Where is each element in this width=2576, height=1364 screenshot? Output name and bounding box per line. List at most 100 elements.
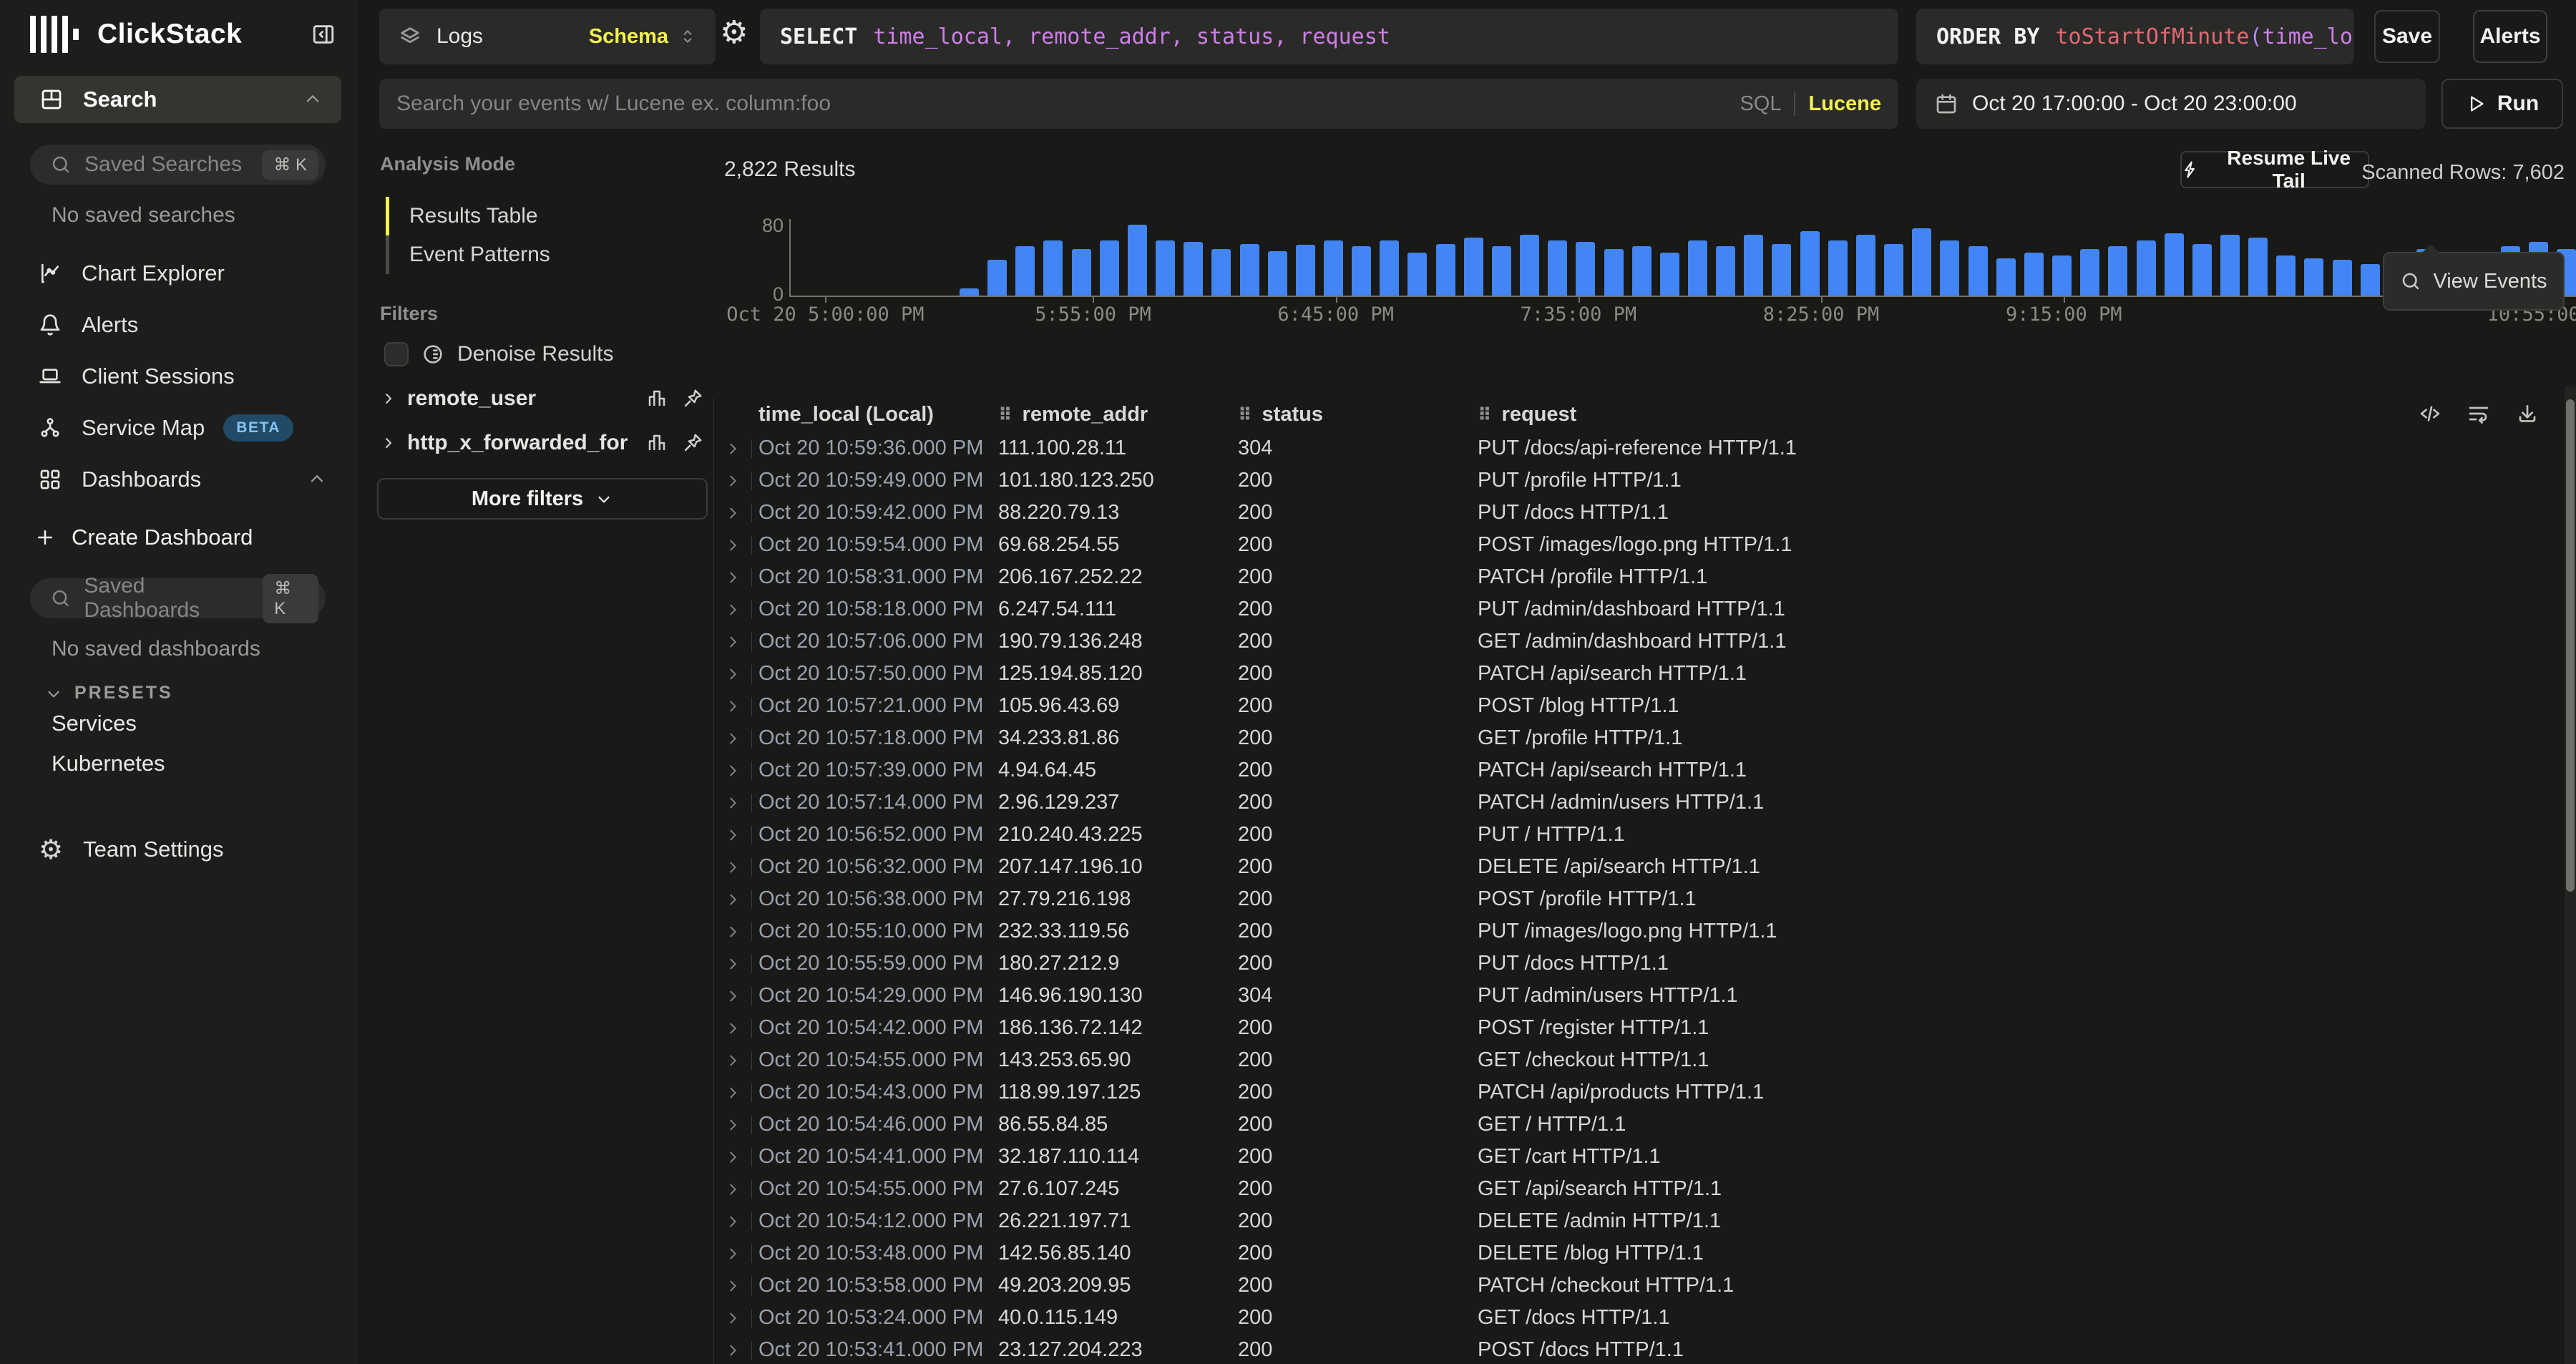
- filter-field-http-x-forwarded-for[interactable]: http_x_forwarded_for: [370, 421, 713, 465]
- table-row[interactable]: Oct 20 10:53:58.000 PM 49.203.209.95 200…: [718, 1270, 2565, 1302]
- histogram-bar[interactable]: [1912, 228, 1932, 296]
- histogram-bar[interactable]: [1744, 235, 1764, 296]
- expand-row-icon[interactable]: [718, 665, 758, 683]
- sidebar-item-search[interactable]: Search: [14, 76, 341, 123]
- sql-toggle[interactable]: SQL: [1740, 92, 1782, 115]
- table-row[interactable]: Oct 20 10:56:52.000 PM 210.240.43.225 20…: [718, 819, 2565, 851]
- histogram-bar[interactable]: [1688, 240, 1707, 296]
- collapse-sidebar-button[interactable]: [311, 22, 336, 47]
- denoise-results-option[interactable]: Denoise Results: [384, 342, 713, 366]
- date-range-picker[interactable]: Oct 20 17:00:00 - Oct 20 23:00:00: [1916, 79, 2426, 129]
- histogram-bar[interactable]: [1323, 240, 1343, 296]
- table-row[interactable]: Oct 20 10:57:50.000 PM 125.194.85.120 20…: [718, 658, 2565, 690]
- histogram-bar[interactable]: [2024, 253, 2044, 296]
- table-row[interactable]: Oct 20 10:57:06.000 PM 190.79.136.248 20…: [718, 625, 2565, 658]
- histogram-bar[interactable]: [2108, 246, 2128, 296]
- chart-bars[interactable]: [791, 224, 2576, 296]
- histogram-bar[interactable]: [2192, 243, 2212, 296]
- histogram-bar[interactable]: [1071, 249, 1091, 296]
- histogram-bar[interactable]: [1772, 243, 1792, 296]
- table-row[interactable]: Oct 20 10:54:12.000 PM 26.221.197.71 200…: [718, 1205, 2565, 1237]
- expand-row-icon[interactable]: [718, 890, 758, 909]
- table-row[interactable]: Oct 20 10:58:18.000 PM 6.247.54.111 200 …: [718, 593, 2565, 625]
- expand-row-icon[interactable]: [718, 1180, 758, 1199]
- expand-row-icon[interactable]: [718, 761, 758, 780]
- table-row[interactable]: Oct 20 10:55:10.000 PM 232.33.119.56 200…: [718, 915, 2565, 948]
- table-row[interactable]: Oct 20 10:54:46.000 PM 86.55.84.85 200 G…: [718, 1109, 2565, 1141]
- presets-section-toggle[interactable]: PRESETS: [44, 683, 356, 703]
- histogram-bar[interactable]: [1184, 242, 1204, 296]
- column-header-status[interactable]: ⠿ status: [1238, 402, 1323, 426]
- sidebar-item-alerts[interactable]: Alerts: [0, 299, 356, 351]
- histogram-bar[interactable]: [2136, 240, 2156, 296]
- histogram-bar[interactable]: [1828, 240, 1848, 296]
- denoise-checkbox[interactable]: [384, 342, 409, 366]
- lucene-toggle[interactable]: Lucene: [1808, 92, 1881, 115]
- histogram-bar[interactable]: [1156, 240, 1176, 296]
- expand-row-icon[interactable]: [718, 1019, 758, 1038]
- sidebar-item-client-sessions[interactable]: Client Sessions: [0, 351, 356, 402]
- histogram-bar[interactable]: [2220, 235, 2240, 296]
- histogram-bar[interactable]: [2164, 233, 2184, 296]
- expand-row-icon[interactable]: [718, 1309, 758, 1328]
- alerts-button[interactable]: Alerts: [2473, 10, 2547, 63]
- histogram-bar[interactable]: [1380, 240, 1400, 296]
- mode-event-patterns[interactable]: Event Patterns: [386, 235, 713, 274]
- histogram-bar[interactable]: [1352, 246, 1372, 296]
- histogram-bar[interactable]: [1520, 235, 1540, 296]
- histogram-bar[interactable]: [1239, 243, 1259, 296]
- more-filters-button[interactable]: More filters: [377, 478, 708, 520]
- histogram-bar[interactable]: [1604, 249, 1624, 296]
- histogram-bar[interactable]: [2360, 264, 2380, 296]
- expand-row-icon[interactable]: [718, 858, 758, 877]
- sidebar-item-kubernetes[interactable]: Kubernetes: [52, 751, 165, 776]
- table-row[interactable]: Oct 20 10:57:39.000 PM 4.94.64.45 200 PA…: [718, 754, 2565, 786]
- table-row[interactable]: Oct 20 10:54:55.000 PM 143.253.65.90 200…: [718, 1044, 2565, 1076]
- table-row[interactable]: Oct 20 10:58:31.000 PM 206.167.252.22 20…: [718, 561, 2565, 593]
- histogram-bar[interactable]: [1407, 253, 1428, 296]
- expand-row-icon[interactable]: [718, 1244, 758, 1263]
- table-row[interactable]: Oct 20 10:59:36.000 PM 111.100.28.11 304…: [718, 432, 2565, 464]
- drag-handle-icon[interactable]: ⠿: [998, 404, 1013, 425]
- histogram-bar[interactable]: [1015, 246, 1035, 296]
- orderby-expression-input[interactable]: ORDER BY toStartOfMinute(time_local) DES…: [1916, 9, 2354, 64]
- table-row[interactable]: Oct 20 10:59:49.000 PM 101.180.123.250 2…: [718, 464, 2565, 497]
- expand-row-icon[interactable]: [718, 922, 758, 941]
- expand-row-icon[interactable]: [718, 1341, 758, 1360]
- histogram-bar[interactable]: [1884, 243, 1904, 296]
- histogram-bar[interactable]: [1435, 243, 1455, 296]
- histogram-bar[interactable]: [1968, 246, 1988, 296]
- histogram-bar[interactable]: [1127, 225, 1147, 296]
- expand-row-icon[interactable]: [718, 536, 758, 555]
- histogram-bar[interactable]: [1996, 258, 2016, 296]
- histogram-bar[interactable]: [1940, 240, 1960, 296]
- column-header-time-local[interactable]: time_local (Local): [758, 402, 934, 426]
- resume-live-tail-button[interactable]: Resume Live Tail: [2180, 147, 2369, 192]
- histogram-bar[interactable]: [1716, 246, 1736, 296]
- table-row[interactable]: Oct 20 10:53:41.000 PM 23.127.204.223 20…: [718, 1334, 2565, 1364]
- save-button[interactable]: Save: [2374, 10, 2440, 63]
- histogram-bar[interactable]: [959, 288, 979, 296]
- histogram-bar[interactable]: [2080, 249, 2100, 296]
- table-row[interactable]: Oct 20 10:54:55.000 PM 27.6.107.245 200 …: [718, 1173, 2565, 1205]
- wrap-text-icon[interactable]: [2467, 402, 2490, 425]
- query-language-toggle[interactable]: SQL Lucene: [1740, 92, 1881, 116]
- table-row[interactable]: Oct 20 10:55:59.000 PM 180.27.212.9 200 …: [718, 948, 2565, 980]
- expand-row-icon[interactable]: [718, 1148, 758, 1166]
- select-expression-input[interactable]: SELECT time_local, remote_addr, status, …: [760, 9, 1898, 64]
- table-row[interactable]: Oct 20 10:56:38.000 PM 27.79.216.198 200…: [718, 883, 2565, 915]
- table-row[interactable]: Oct 20 10:54:41.000 PM 32.187.110.114 20…: [718, 1141, 2565, 1173]
- table-row[interactable]: Oct 20 10:54:42.000 PM 186.136.72.142 20…: [718, 1012, 2565, 1044]
- chevron-up-icon[interactable]: [307, 469, 327, 489]
- histogram-bar[interactable]: [1099, 240, 1119, 296]
- table-row[interactable]: Oct 20 10:57:21.000 PM 105.96.43.69 200 …: [718, 690, 2565, 722]
- expand-row-icon[interactable]: [718, 697, 758, 716]
- view-events-tooltip[interactable]: View Events: [2383, 244, 2565, 311]
- expand-row-icon[interactable]: [718, 633, 758, 651]
- source-settings-button[interactable]: ⚙: [720, 17, 748, 49]
- create-dashboard-button[interactable]: Create Dashboard: [0, 512, 356, 562]
- expand-row-icon[interactable]: [718, 600, 758, 619]
- table-row[interactable]: Oct 20 10:54:29.000 PM 146.96.190.130 30…: [718, 980, 2565, 1012]
- table-row[interactable]: Oct 20 10:53:48.000 PM 142.56.85.140 200…: [718, 1237, 2565, 1270]
- table-row[interactable]: Oct 20 10:57:14.000 PM 2.96.129.237 200 …: [718, 786, 2565, 819]
